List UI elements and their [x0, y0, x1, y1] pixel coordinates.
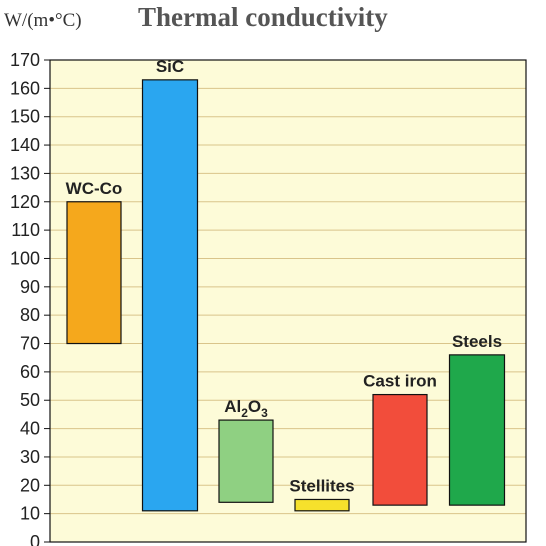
y-tick-label: 60 — [20, 362, 40, 382]
y-tick-label: 120 — [10, 192, 40, 212]
bar-sic — [141, 79, 199, 512]
bars — [66, 79, 506, 512]
y-tick-label: 100 — [10, 248, 40, 268]
bar-label: Stellites — [289, 476, 354, 495]
y-tick-label: 30 — [20, 447, 40, 467]
y-tick-label: 140 — [10, 135, 40, 155]
bar-steels — [448, 354, 506, 506]
y-tick-label: 150 — [10, 107, 40, 127]
bar-stellites — [294, 498, 350, 512]
bar-cast-iron — [372, 393, 428, 506]
bar-label: WC-Co — [66, 179, 123, 198]
bar-label: SiC — [156, 57, 184, 76]
bar-wc-co — [66, 201, 122, 345]
y-tick-label: 80 — [20, 305, 40, 325]
bar-label: Cast iron — [363, 372, 437, 391]
y-tick-label: 70 — [20, 334, 40, 354]
bar-label: Steels — [452, 332, 502, 351]
y-tick-label: 130 — [10, 163, 40, 183]
y-tick-label: 40 — [20, 419, 40, 439]
bar-labels: WC-Co SiC Al2O3 Stellites Cast iron Steels — [66, 57, 502, 496]
bar-al2o3 — [218, 419, 274, 503]
y-tick-label: 160 — [10, 78, 40, 98]
chart-title: Thermal conductivity — [138, 2, 388, 32]
y-tick-label: 50 — [20, 390, 40, 410]
y-axis-unit: W/(m•°C) — [4, 10, 82, 31]
bar-label: Al2O3 — [224, 397, 268, 420]
plot-border — [49, 59, 527, 543]
y-tick-label: 10 — [20, 504, 40, 524]
plot-area — [50, 60, 526, 542]
grid-lines — [50, 87, 526, 515]
y-tick-label: 20 — [20, 475, 40, 495]
y-axis-ticks: 0 10 20 30 40 50 60 70 80 90 100 110 120 130 140 150 160… — [10, 50, 50, 546]
y-tick-label: 0 — [30, 532, 40, 546]
y-tick-label: 110 — [11, 220, 40, 240]
y-tick-label: 90 — [20, 277, 40, 297]
y-tick-label: 170 — [10, 50, 40, 70]
